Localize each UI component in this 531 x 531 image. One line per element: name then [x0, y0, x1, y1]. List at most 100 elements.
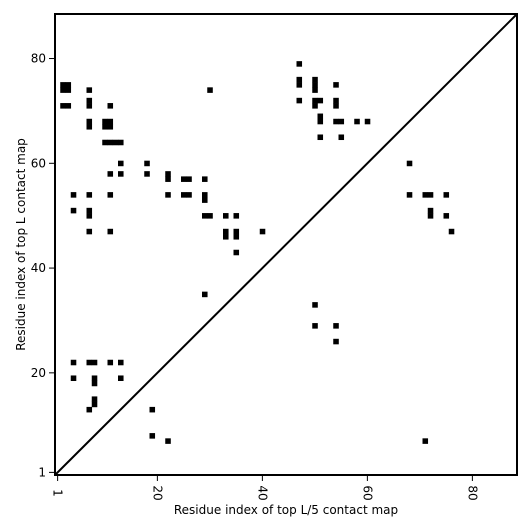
- contact-point: [91, 401, 98, 408]
- y-tick-label: 20: [31, 366, 46, 380]
- contact-point: [70, 359, 77, 366]
- contact-point: [443, 213, 450, 219]
- contact-point: [354, 118, 360, 125]
- contact-point: [102, 124, 108, 130]
- y-axis: 1 20 40 60 80: [31, 52, 55, 479]
- contact-point: [312, 87, 318, 93]
- contact-point: [65, 103, 72, 109]
- contact-point: [296, 61, 303, 67]
- contact-point: [333, 323, 339, 329]
- contact-point: [223, 234, 229, 240]
- contact-point: [202, 197, 208, 203]
- contact-point: [86, 103, 93, 109]
- contact-point: [65, 82, 72, 88]
- contact-point: [233, 249, 240, 256]
- contact-point: [86, 87, 93, 93]
- contact-point: [233, 234, 240, 240]
- x-tick-label: 20: [150, 485, 164, 500]
- contact-point: [443, 192, 450, 198]
- contact-point: [406, 160, 413, 167]
- contact-point: [333, 103, 339, 109]
- contact-point: [259, 228, 266, 235]
- contact-point: [91, 359, 98, 366]
- x-tick-label: 80: [465, 485, 479, 500]
- x-axis: 1 20 40 60 80: [51, 475, 479, 501]
- contact-point: [296, 97, 303, 104]
- contact-point: [102, 139, 108, 146]
- contact-point: [107, 192, 114, 198]
- contact-point: [312, 302, 318, 308]
- contact-point: [165, 171, 171, 177]
- y-tick-label: 60: [31, 156, 46, 170]
- contact-point: [406, 192, 413, 198]
- contact-point: [333, 97, 339, 104]
- contact-point: [233, 228, 240, 235]
- contact-point: [296, 82, 303, 88]
- contact-point: [427, 207, 434, 214]
- contact-point: [91, 375, 98, 382]
- contact-point: [181, 176, 187, 182]
- contact-point: [422, 192, 429, 198]
- contact-point: [427, 192, 434, 198]
- contact-point: [118, 375, 124, 382]
- contact-point: [70, 192, 77, 198]
- plot-frame: [54, 13, 518, 476]
- contact-point: [86, 359, 93, 366]
- contact-point: [86, 207, 93, 214]
- y-axis-label: Residue index of top L contact map: [14, 138, 28, 351]
- contact-point: [91, 380, 98, 387]
- contact-point: [427, 213, 434, 219]
- contact-point: [165, 176, 171, 182]
- contact-point: [86, 192, 93, 198]
- contact-point: [107, 118, 114, 125]
- contact-point: [149, 406, 156, 413]
- contact-point: [181, 192, 187, 198]
- contact-point: [60, 103, 66, 109]
- contact-point: [144, 171, 150, 177]
- contact-point: [86, 213, 93, 219]
- contact-point: [86, 228, 93, 235]
- contact-point: [202, 176, 208, 182]
- contact-point: [60, 87, 66, 93]
- contact-point: [312, 97, 318, 104]
- contact-point: [86, 124, 93, 130]
- contact-point: [223, 228, 229, 235]
- contact-point: [118, 139, 124, 146]
- contact-point: [107, 171, 114, 177]
- contact-point: [317, 118, 324, 125]
- contact-point: [448, 228, 455, 235]
- contact-point: [70, 375, 77, 382]
- contact-point: [165, 192, 171, 198]
- contact-point: [107, 124, 114, 130]
- contact-point: [202, 213, 208, 219]
- contact-point: [233, 213, 240, 219]
- contact-point: [107, 139, 114, 146]
- y-tick-label: 80: [31, 52, 46, 66]
- diagonal-line: [54, 13, 518, 476]
- contact-point: [186, 176, 192, 182]
- y-tick-label: 40: [31, 261, 46, 275]
- contact-point: [118, 359, 124, 366]
- contact-point: [422, 438, 429, 444]
- contact-point: [207, 213, 213, 219]
- contact-point: [333, 338, 339, 345]
- contact-point: [86, 97, 93, 104]
- contact-point: [317, 113, 324, 120]
- contact-point: [86, 406, 93, 413]
- contact-point: [364, 118, 371, 125]
- contact-point: [186, 192, 192, 198]
- contact-point: [118, 171, 124, 177]
- contact-point: [107, 359, 114, 366]
- contact-point: [70, 207, 77, 214]
- contact-point: [312, 103, 318, 109]
- contact-point: [312, 82, 318, 88]
- contact-point: [223, 213, 229, 219]
- contact-point: [338, 134, 345, 141]
- contact-point: [149, 433, 156, 439]
- contact-point: [60, 82, 66, 88]
- contact-point: [107, 103, 114, 109]
- contact-point: [207, 87, 213, 93]
- contact-point: [202, 291, 208, 298]
- contact-point: [333, 118, 339, 125]
